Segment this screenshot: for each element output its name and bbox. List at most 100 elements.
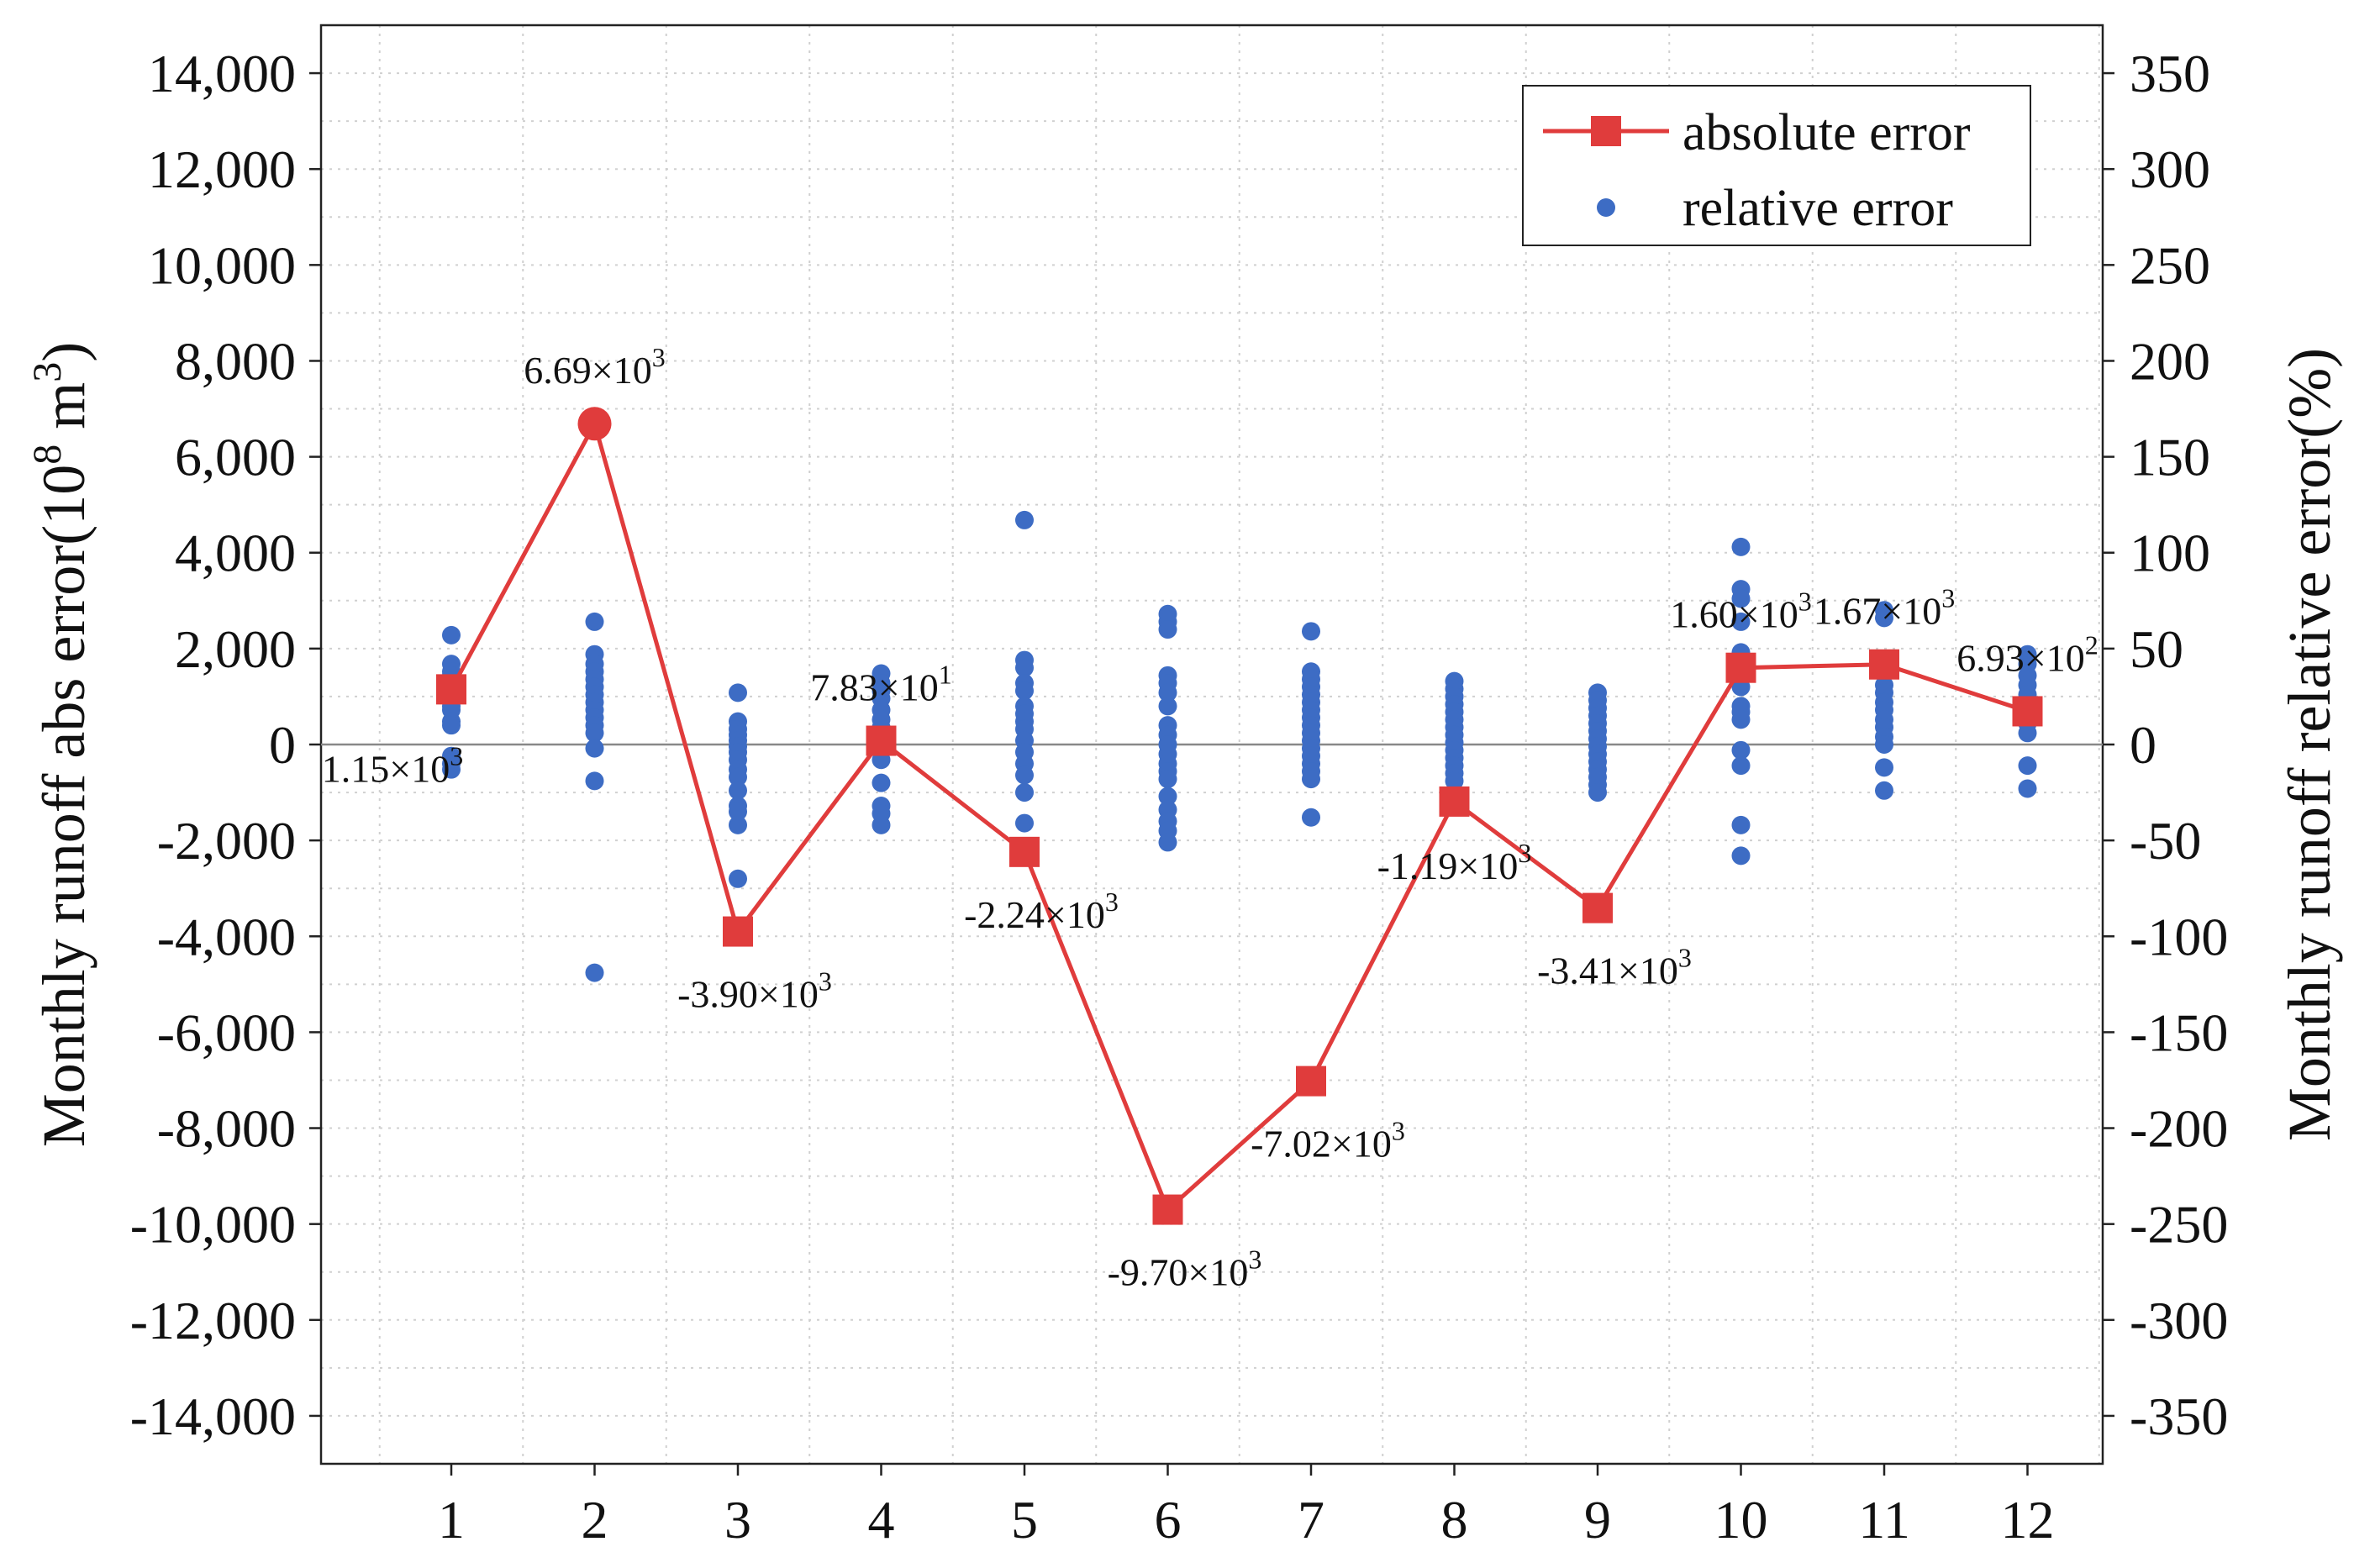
x-tick-label: 4 (868, 1490, 895, 1550)
x-tick-label: 5 (1011, 1490, 1038, 1550)
relative-error-point (1158, 697, 1177, 716)
y-right-tick-label: -300 (2130, 1291, 2228, 1350)
absolute-error-data-label: 1.15×103 (322, 740, 463, 790)
relative-error-point (585, 612, 604, 631)
x-tick-label: 12 (2001, 1490, 2055, 1550)
y-right-tick-label: 300 (2130, 139, 2210, 199)
relative-error-point (1731, 756, 1751, 776)
y-right-tick-label: -250 (2130, 1195, 2228, 1255)
x-tick-label: 8 (1441, 1490, 1468, 1550)
data-label-exponent: 3 (819, 966, 832, 997)
y-left-tick-label: 14,000 (148, 44, 296, 103)
relative-error-point (729, 683, 747, 702)
relative-error-point (1158, 620, 1177, 639)
absolute-error-marker (2012, 696, 2043, 727)
relative-error-point (1158, 787, 1177, 806)
relative-error-point (442, 760, 461, 779)
relative-error-series (442, 510, 2037, 982)
y-left-tick-label: -2,000 (157, 811, 296, 871)
absolute-error-data-label: -7.02×103 (1251, 1116, 1405, 1165)
absolute-error-data-label: -3.41×103 (1537, 943, 1692, 992)
relative-error-point (2018, 756, 2037, 776)
relative-error-point (442, 716, 461, 735)
data-label-exponent: 3 (1518, 838, 1531, 868)
data-label-mantissa: 6.69×10 (524, 349, 651, 392)
relative-error-point (1445, 771, 1464, 791)
legend-absolute-marker (1591, 116, 1621, 146)
absolute-error-marker-highlight (577, 407, 612, 441)
relative-error-point (1731, 710, 1751, 729)
y-left-tick-label: -14,000 (130, 1386, 296, 1446)
legend-absolute-label: absolute error (1683, 104, 1971, 161)
absolute-error-marker (1869, 649, 1899, 680)
data-label-mantissa: 1.60×10 (1670, 593, 1798, 636)
relative-error-point (1015, 813, 1034, 833)
y-left-tick-label: 2,000 (175, 619, 296, 679)
relative-error-point (729, 767, 747, 787)
data-label-mantissa: 1.67×10 (1814, 590, 1941, 633)
data-label-exponent: 3 (1105, 887, 1119, 917)
y-left-tick-label: 6,000 (175, 428, 296, 487)
x-tick-label: 3 (724, 1490, 751, 1550)
relative-error-point (1875, 608, 1893, 628)
y-right-tick-label: 350 (2130, 44, 2210, 103)
relative-error-point (1015, 681, 1034, 701)
absolute-error-series (436, 407, 2043, 1225)
y-left-label-unit-sup: 3 (25, 362, 70, 382)
y-left-label-unit: m (30, 382, 97, 445)
x-tick-label: 7 (1298, 1490, 1324, 1550)
y-left-tick-label: -4,000 (157, 907, 296, 966)
data-label-mantissa: -3.90×10 (677, 973, 819, 1016)
legend: absolute error relative error (1522, 85, 2031, 246)
relative-error-point (1588, 783, 1607, 802)
y-right-tick-label: -100 (2130, 907, 2228, 966)
relative-error-point (585, 723, 604, 743)
data-label-mantissa: -7.02×10 (1251, 1123, 1392, 1165)
relative-error-point (1158, 770, 1177, 789)
absolute-error-marker (1725, 652, 1756, 683)
absolute-error-data-label: 1.67×103 (1814, 583, 1955, 633)
data-label-mantissa: 7.83×10 (810, 666, 938, 709)
absolute-error-data-label: -1.19×103 (1377, 838, 1532, 887)
y-left-label-sup: 8 (25, 445, 70, 465)
relative-error-point (2018, 779, 2037, 798)
y-right-tick-label: 250 (2130, 235, 2210, 295)
y-left-axis-title: Monthly runoff abs error(108 m3) (25, 342, 97, 1148)
y-left-tick-label: 10,000 (148, 235, 296, 295)
relative-error-point (1731, 589, 1751, 608)
y-left-tick-label: -10,000 (130, 1195, 296, 1255)
absolute-error-marker (866, 725, 897, 756)
y-left-label-close: ) (30, 342, 97, 362)
data-label-exponent: 3 (1798, 587, 1812, 617)
legend-relative-label: relative error (1683, 180, 1953, 237)
legend-box (1522, 85, 2031, 246)
data-label-mantissa: -2.24×10 (964, 893, 1105, 936)
relative-error-point (442, 625, 461, 645)
data-label-exponent: 3 (1392, 1116, 1405, 1146)
grid-layer (321, 25, 2103, 1464)
relative-error-point (2018, 723, 2037, 743)
relative-error-point (1875, 735, 1893, 754)
legend-relative-marker (1597, 198, 1615, 217)
x-tick-label: 11 (1858, 1490, 1910, 1550)
y-right-tick-label: 100 (2130, 524, 2210, 583)
relative-error-point (1731, 537, 1751, 556)
relative-error-point (1731, 612, 1751, 631)
relative-error-point (729, 815, 747, 834)
data-label-exponent: 2 (2085, 629, 2099, 660)
relative-error-point (1158, 833, 1177, 852)
relative-error-point (1875, 758, 1893, 777)
y-right-tick-label: 200 (2130, 331, 2210, 391)
absolute-error-line (449, 418, 2029, 1213)
relative-error-point (1015, 510, 1034, 529)
y-left-tick-label: -6,000 (157, 1002, 296, 1062)
y-right-axis-title: Monthly runoff relative error(%) (2276, 348, 2343, 1141)
absolute-error-data-label: -3.90×103 (677, 966, 832, 1016)
data-label-exponent: 3 (1941, 583, 1955, 613)
relative-error-point (1731, 815, 1751, 834)
data-label-exponent: 3 (1678, 943, 1692, 973)
data-label-mantissa: -3.41×10 (1537, 950, 1678, 992)
x-tick-label: 9 (1584, 1490, 1611, 1550)
